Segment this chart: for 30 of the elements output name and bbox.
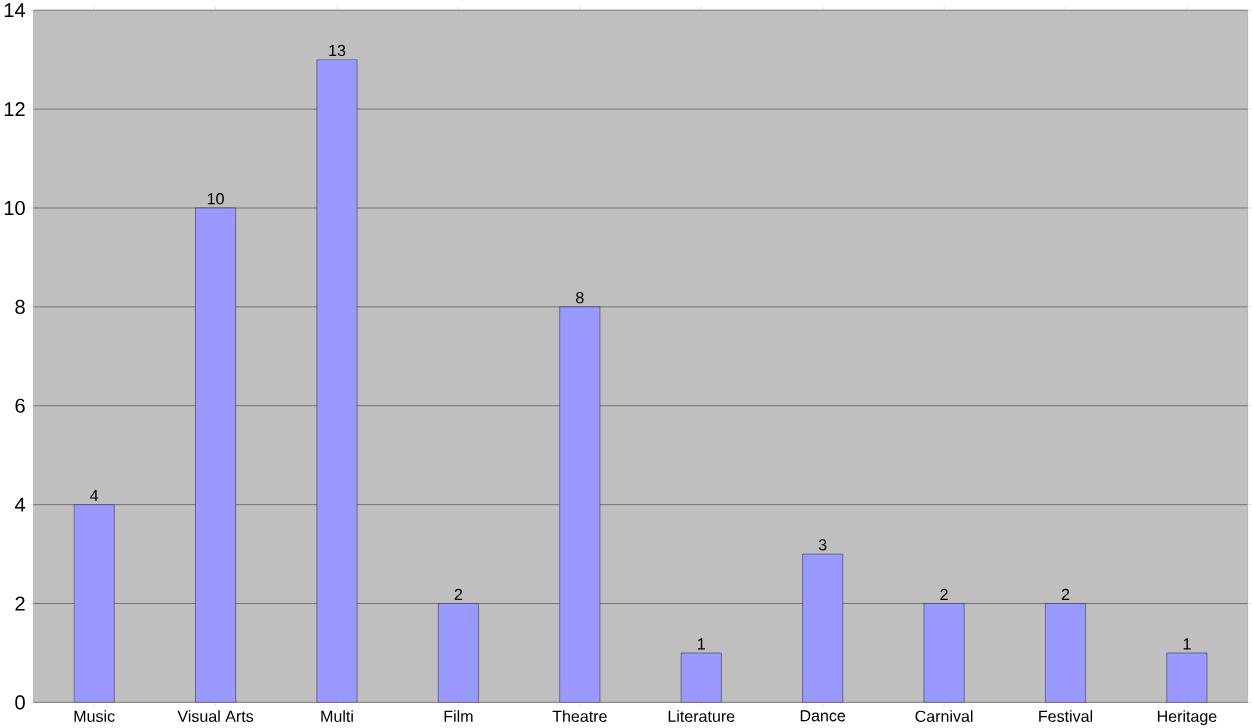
y-tick-label: 12 bbox=[4, 101, 25, 116]
y-tick-label: 10 bbox=[4, 200, 25, 215]
data-label: 2 bbox=[454, 588, 463, 600]
x-tick-label: Film bbox=[444, 709, 473, 722]
y-tick-label: 2 bbox=[15, 596, 25, 611]
y-tick-label: 8 bbox=[15, 299, 25, 314]
bar bbox=[1166, 652, 1208, 703]
data-label: 10 bbox=[207, 192, 224, 205]
x-tick-label: Theatre bbox=[552, 709, 607, 722]
data-label: 4 bbox=[90, 489, 99, 501]
data-label: 1 bbox=[698, 638, 705, 650]
data-label: 3 bbox=[818, 538, 827, 551]
y-tick-label: 14 bbox=[4, 3, 26, 17]
y-tick-label: 0 bbox=[15, 695, 25, 710]
x-tick-label: Heritage bbox=[1157, 709, 1217, 725]
x-tick-label: Festival bbox=[1039, 709, 1093, 722]
x-tick-label: Carnival bbox=[915, 709, 973, 722]
bar bbox=[680, 652, 722, 703]
y-tick-label: 6 bbox=[15, 398, 25, 413]
data-label: 8 bbox=[576, 291, 584, 304]
x-tick-label: Dance bbox=[800, 709, 846, 722]
x-tick-label: Multi bbox=[321, 709, 353, 722]
data-label: 13 bbox=[329, 44, 346, 56]
data-label: 1 bbox=[1183, 638, 1191, 650]
x-tick-label: Visual Arts bbox=[177, 709, 254, 722]
data-label: 2 bbox=[1061, 588, 1070, 600]
data-label: 2 bbox=[940, 588, 948, 600]
y-tick-label: 4 bbox=[14, 497, 26, 512]
x-tick-label: Music bbox=[74, 709, 115, 722]
x-tick-label: Literature bbox=[668, 709, 735, 722]
